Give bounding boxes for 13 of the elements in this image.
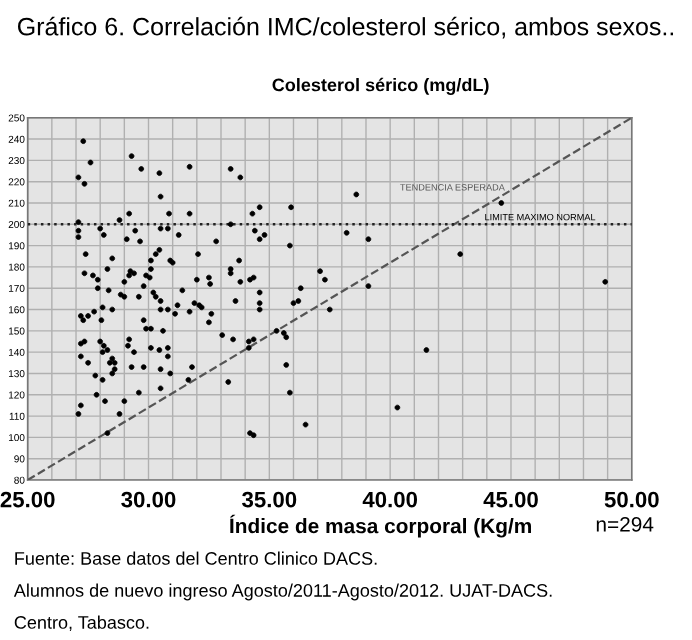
x-axis-title: Índice de masa corporal (Kg/m [230,514,531,538]
text: Alumnos de nuevo ingreso Agosto/2011-Agosto/2012. UJAT-DACS. [13,583,552,601]
source-note: Fuente: Base datos del Centro Clinico DACS. [15,551,377,565]
x-tick-label: 40.00 [362,491,418,508]
text: Centro, Tabasco. [14,615,149,631]
y-axis-title: Colesterol sérico (mg/dL) [272,77,489,95]
chart-title: Gráfico 6. Correlación IMC/colesterol sérico, ambos sexos.. [17,16,674,39]
x-tick-label: 50.00 [604,491,659,508]
x-tick-label: 25.00 [0,491,55,508]
x-tick-label: 30.00 [121,491,176,508]
x-tick-label: 45.00 [483,491,538,508]
text: n=294 [596,516,654,532]
x-tick-label: 35.00 [242,491,297,508]
